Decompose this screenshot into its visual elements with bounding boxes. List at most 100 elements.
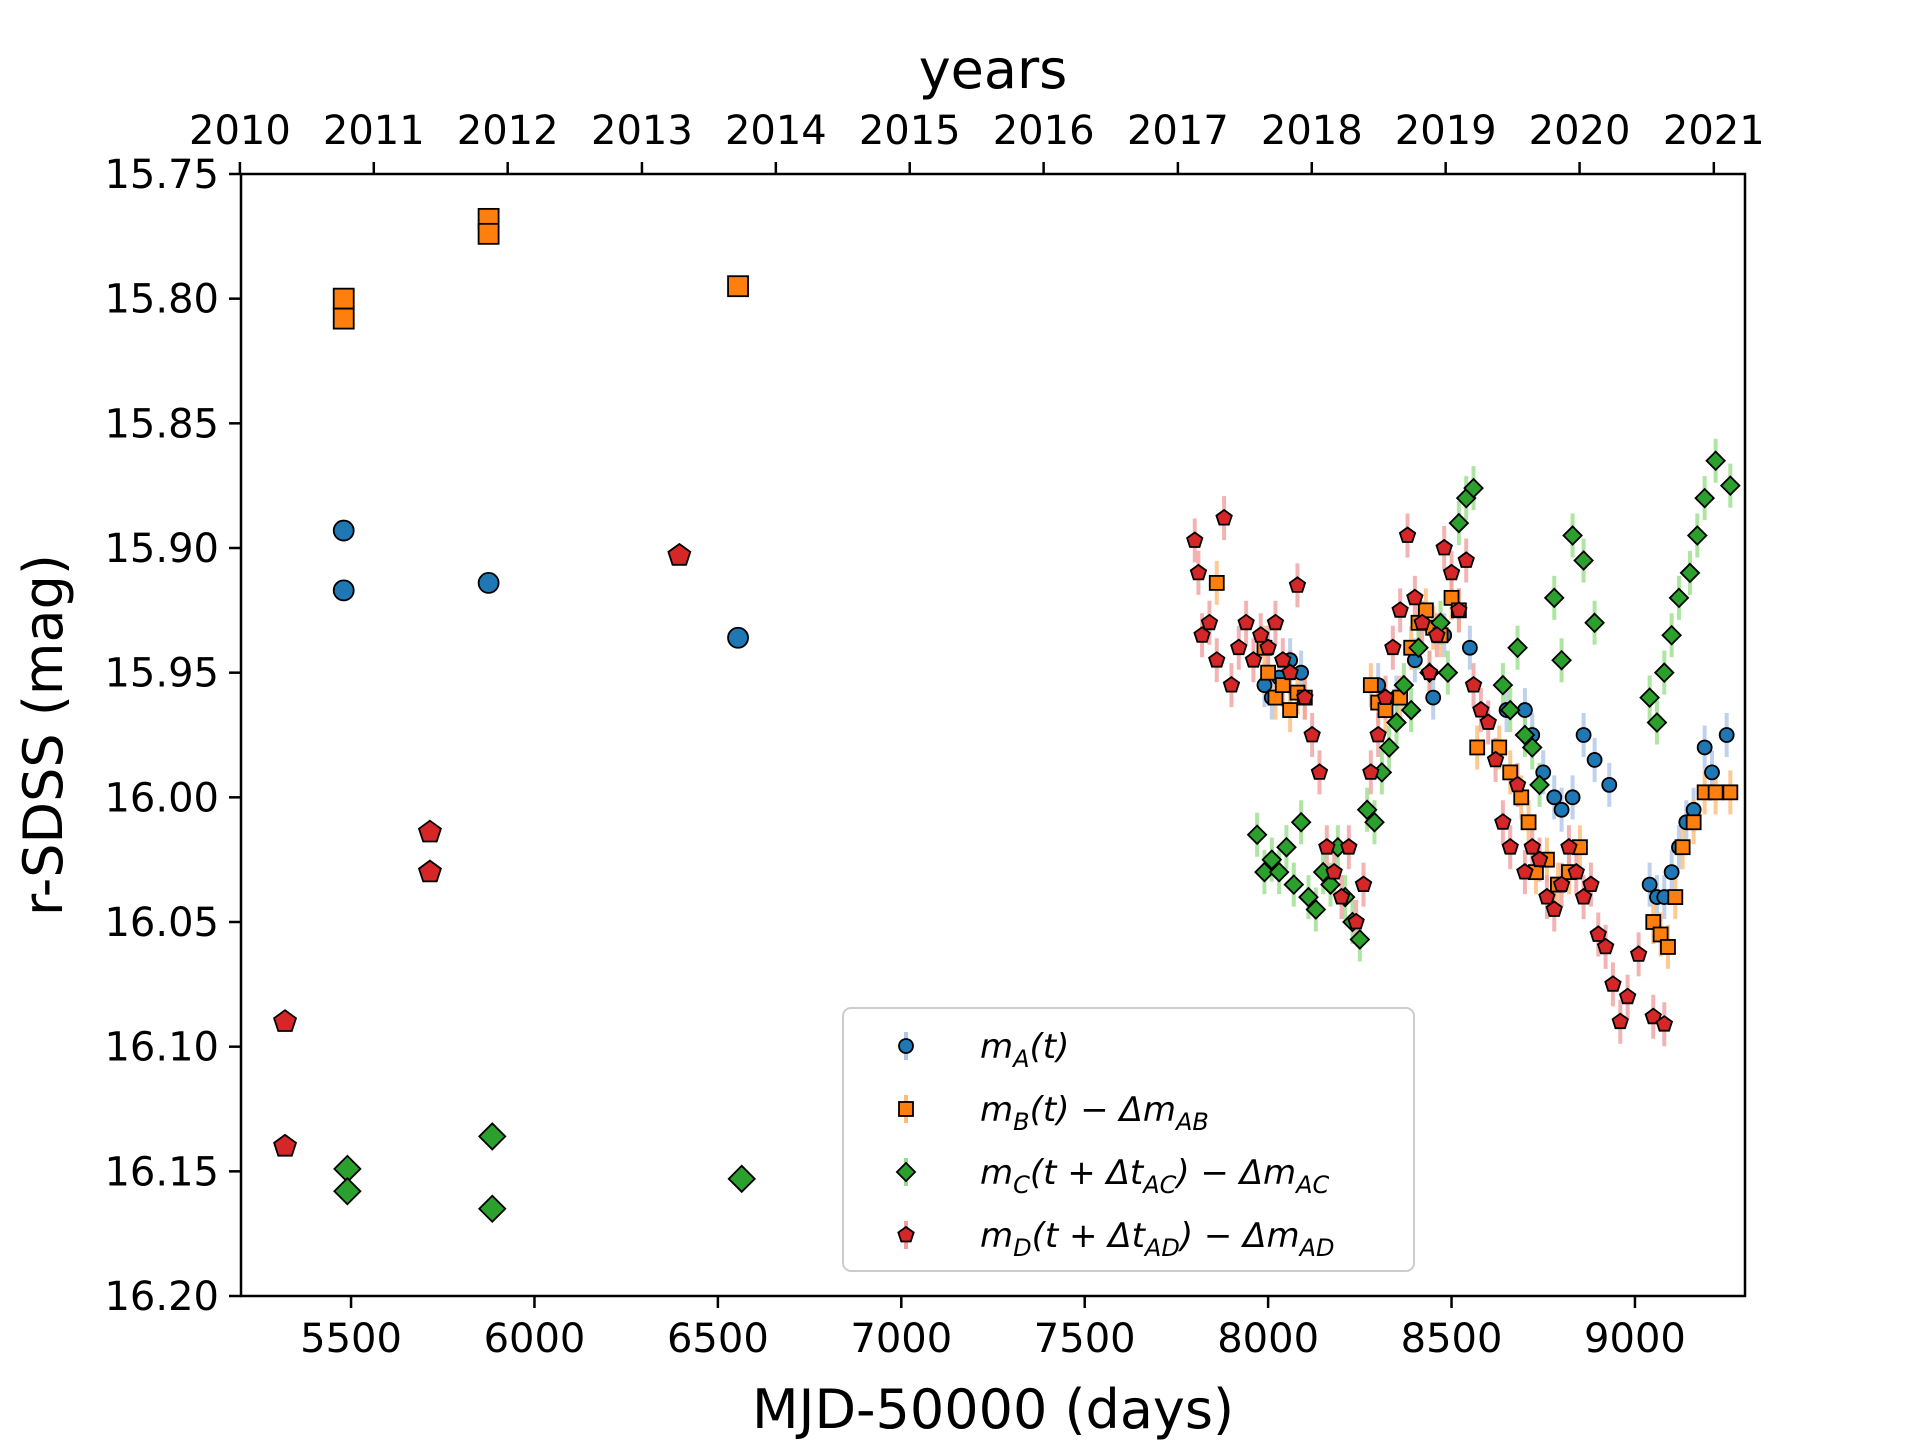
point-b [1362, 677, 1379, 694]
point-a [1696, 739, 1713, 756]
point-b [1707, 784, 1724, 801]
year-tick-label: 2013 [591, 108, 693, 154]
point-d [1574, 887, 1593, 905]
y-tick-label: 15.85 [104, 401, 219, 447]
point-c [1668, 587, 1690, 609]
point-early-a [477, 572, 500, 594]
point-d [1398, 526, 1417, 543]
x-tick-label: 8500 [1401, 1316, 1503, 1362]
x-tick-label: 8000 [1217, 1316, 1319, 1362]
point-early-b [332, 307, 355, 330]
point-d [1560, 837, 1578, 855]
x-tick-label: 6500 [667, 1316, 769, 1362]
point-d [1369, 725, 1387, 743]
point-c [1246, 824, 1268, 846]
point-a [1704, 764, 1720, 781]
year-tick-label: 2015 [859, 108, 961, 154]
point-a [1575, 727, 1592, 743]
x-tick-label: 9000 [1584, 1316, 1686, 1362]
y-tick-label: 15.80 [104, 277, 219, 323]
point-d [1486, 750, 1505, 768]
y-axis: 15.75 15.80 15.85 15.90 15.95 16.00 16.05 16.10… [104, 152, 241, 1320]
legend-marker-a [898, 1038, 914, 1054]
x-tick-label: 6000 [484, 1316, 586, 1362]
point-b [1208, 575, 1225, 591]
point-d [1222, 675, 1241, 693]
point-d [1288, 576, 1307, 593]
point-d [1274, 651, 1292, 668]
point-c [1305, 899, 1327, 920]
point-b [1722, 784, 1739, 801]
point-b [1469, 739, 1486, 756]
top-axis-title: years [919, 38, 1068, 101]
point-c [1268, 861, 1290, 883]
point-a [1546, 789, 1563, 806]
point-c [1661, 624, 1683, 646]
point-d [1325, 862, 1343, 880]
y-tick-label: 16.15 [104, 1149, 219, 1195]
point-c [1437, 662, 1459, 684]
x-tick-label: 7500 [1034, 1316, 1136, 1362]
point-d [1266, 613, 1285, 631]
point-c [1400, 699, 1422, 721]
point-c [1521, 737, 1543, 758]
point-c [1694, 487, 1716, 509]
point-early-b [727, 275, 749, 298]
plot-area [273, 207, 1741, 1224]
point-d [1413, 613, 1431, 631]
point-d [1479, 713, 1497, 730]
point-c [1573, 550, 1594, 571]
year-tick-label: 2010 [189, 108, 291, 154]
point-c [1349, 929, 1371, 950]
point-c [1529, 774, 1550, 796]
point-d [1530, 850, 1549, 868]
point-early-a [332, 579, 355, 602]
year-tick-label: 2020 [1529, 108, 1631, 154]
year-tick-label: 2011 [323, 108, 425, 154]
point-b [1260, 664, 1277, 681]
legend-marker-c [895, 1161, 917, 1183]
legend-box [842, 1007, 1415, 1272]
y-tick-label: 16.10 [104, 1025, 219, 1071]
point-c [1448, 512, 1470, 534]
point-c [1686, 525, 1708, 546]
point-c [1492, 674, 1514, 696]
point-d [1545, 900, 1563, 917]
point-d [1464, 675, 1483, 693]
point-c [1261, 849, 1283, 871]
point-d [1340, 837, 1358, 855]
point-d [1538, 887, 1556, 905]
top-year-axis: 2010 2011 2012 2013 2014 2015 2016 2017 2018 2019… [189, 108, 1765, 174]
point-c [1364, 811, 1385, 833]
point-c [1463, 477, 1484, 499]
point-d [1252, 626, 1270, 643]
point-early-c [478, 1122, 507, 1151]
point-d [1655, 1015, 1674, 1032]
x-tick-label: 7000 [850, 1316, 952, 1362]
point-d [1318, 837, 1336, 855]
legend-label-a: mA(t) [980, 1027, 1069, 1073]
point-c [1499, 699, 1521, 721]
point-a [1553, 801, 1570, 818]
point-d [1604, 975, 1622, 992]
point-d [1230, 638, 1248, 656]
point-d [1376, 688, 1395, 705]
point-a [1461, 639, 1478, 656]
point-d [1244, 651, 1263, 668]
point-d [1442, 563, 1461, 581]
point-a [1718, 727, 1735, 743]
point-early-d [273, 1009, 298, 1032]
point-d [1516, 862, 1534, 880]
year-tick-label: 2021 [1663, 108, 1765, 154]
year-tick-label: 2017 [1127, 108, 1229, 154]
point-early-b [332, 287, 355, 310]
point-d [1644, 1007, 1662, 1025]
point-a [1425, 689, 1442, 706]
point-d [1508, 775, 1527, 793]
point-d [1472, 700, 1490, 718]
point-d [1193, 626, 1211, 643]
point-c [1639, 687, 1660, 708]
point-d [1362, 763, 1380, 780]
y-tick-label: 15.75 [104, 152, 219, 198]
